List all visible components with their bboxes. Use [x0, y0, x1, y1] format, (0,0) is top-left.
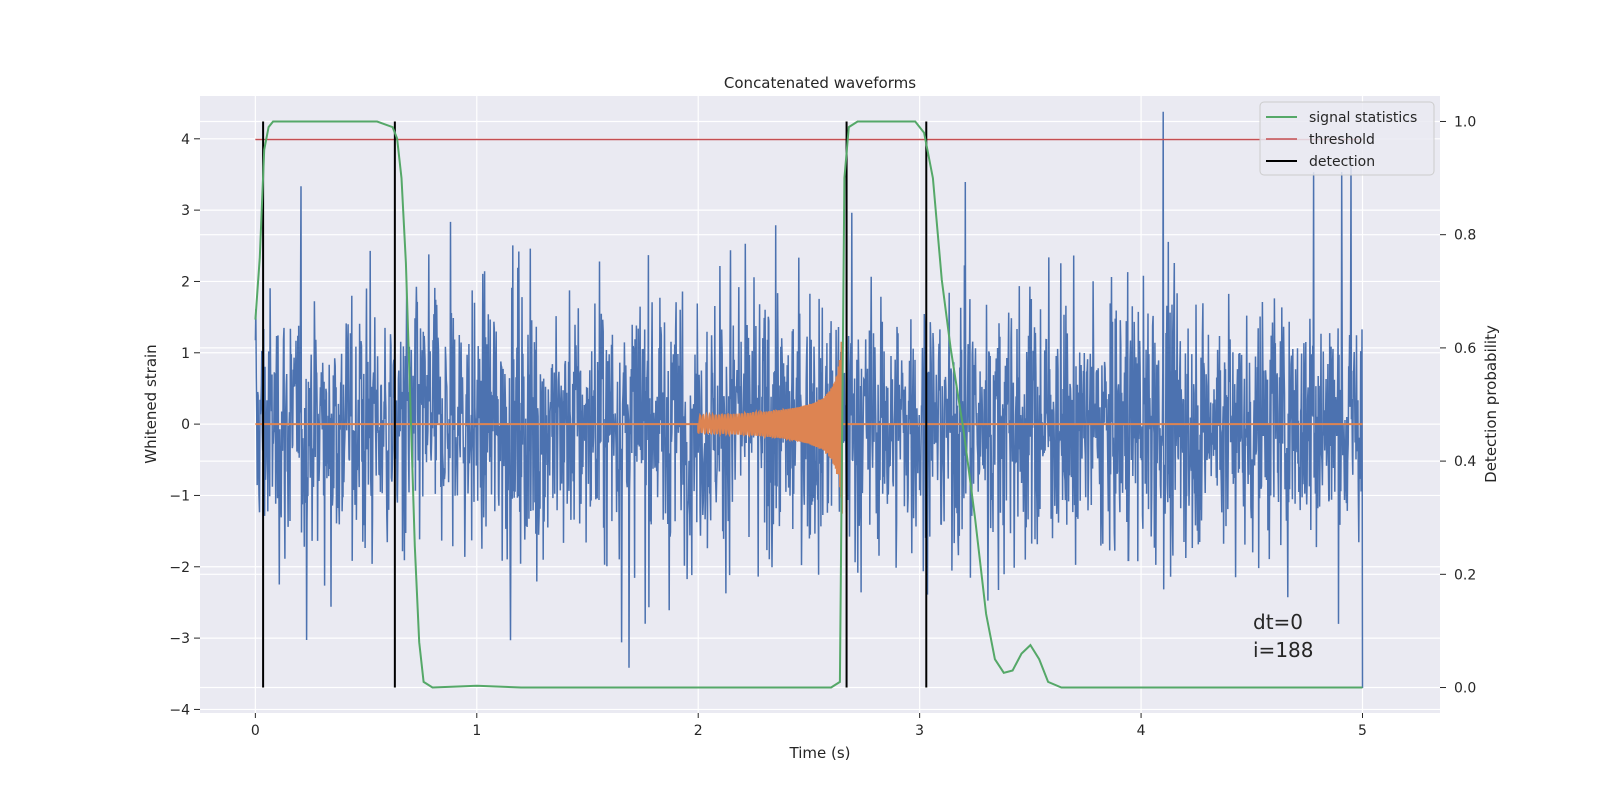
y2-axis-label: Detection probability [1482, 325, 1500, 483]
y-axis-label: Whitened strain [142, 344, 160, 463]
x-axis-ticks: 0 1 2 3 4 5 [251, 713, 1367, 739]
detection-lines [262, 121, 928, 688]
y-axis-ticks: 4 3 2 1 0 −1 −2 −3 −4 [169, 132, 200, 718]
chart-title: Concatenated waveforms [724, 74, 916, 92]
legend-label-signal-statistics: signal statistics [1309, 110, 1417, 126]
x-tick-label: 5 [1358, 723, 1367, 739]
y2-tick-label: 0.2 [1454, 567, 1476, 583]
y-tick-label: −3 [169, 631, 190, 647]
x-tick-label: 2 [694, 723, 703, 739]
annotation-iteration: i=188 [1253, 638, 1314, 662]
legend-label-threshold: threshold [1309, 132, 1375, 148]
y-tick-label: 3 [181, 203, 190, 219]
legend: signal statistics threshold detection [1259, 101, 1435, 176]
legend-label-detection: detection [1309, 154, 1375, 170]
y2-tick-label: 0.6 [1454, 341, 1476, 357]
y-tick-label: 4 [181, 132, 190, 148]
y-tick-label: 2 [181, 274, 190, 290]
x-tick-label: 4 [1137, 723, 1146, 739]
y-tick-label: −4 [169, 702, 190, 718]
y-tick-label: 1 [181, 346, 190, 362]
x-axis-label: Time (s) [789, 744, 851, 762]
plot-area [254, 111, 1364, 689]
x-tick-label: 1 [472, 723, 481, 739]
y2-tick-label: 1.0 [1454, 114, 1476, 130]
legend-box [1259, 101, 1435, 176]
y2-axis-ticks: 1.0 0.8 0.6 0.4 0.2 0.0 [1440, 114, 1476, 697]
y-tick-label: −2 [169, 560, 190, 576]
injected-signal-line [255, 341, 1363, 514]
x-tick-label: 3 [915, 723, 924, 739]
x-tick-label: 0 [251, 723, 260, 739]
y-tick-label: 0 [181, 417, 190, 433]
annotation-dt: dt=0 [1253, 610, 1303, 634]
y2-tick-label: 0.4 [1454, 454, 1476, 470]
y2-tick-label: 0.8 [1454, 228, 1476, 244]
signal-statistics-line [254, 120, 1363, 689]
annotation: dt=0 i=188 [1253, 610, 1314, 662]
y2-tick-label: 0.0 [1454, 681, 1476, 697]
y-tick-label: −1 [169, 488, 190, 504]
